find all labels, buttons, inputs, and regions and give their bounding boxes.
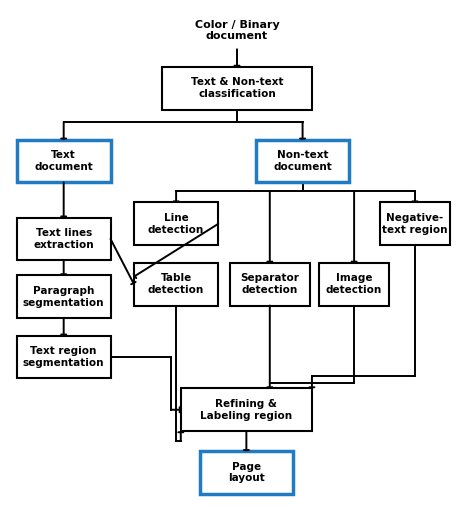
- FancyBboxPatch shape: [200, 451, 293, 494]
- FancyBboxPatch shape: [256, 140, 349, 182]
- FancyBboxPatch shape: [134, 203, 218, 245]
- Text: Paragraph
segmentation: Paragraph segmentation: [23, 286, 104, 307]
- Text: Text region
segmentation: Text region segmentation: [23, 346, 104, 368]
- FancyBboxPatch shape: [17, 275, 110, 318]
- Text: Refining &
Labeling region: Refining & Labeling region: [201, 399, 292, 421]
- Text: Text
document: Text document: [34, 150, 93, 172]
- FancyBboxPatch shape: [17, 217, 110, 260]
- FancyBboxPatch shape: [17, 336, 110, 378]
- FancyBboxPatch shape: [181, 389, 312, 431]
- Text: Separator
detection: Separator detection: [240, 273, 299, 295]
- Text: Image
detection: Image detection: [326, 273, 382, 295]
- FancyBboxPatch shape: [134, 263, 218, 305]
- Text: Text lines
extraction: Text lines extraction: [33, 228, 94, 250]
- Text: Non-text
document: Non-text document: [273, 150, 332, 172]
- FancyBboxPatch shape: [319, 263, 389, 305]
- Text: Table
detection: Table detection: [148, 273, 204, 295]
- Text: Negative-
text region: Negative- text region: [382, 213, 448, 235]
- Text: Line
detection: Line detection: [148, 213, 204, 235]
- FancyBboxPatch shape: [230, 263, 310, 305]
- FancyBboxPatch shape: [17, 140, 110, 182]
- FancyBboxPatch shape: [380, 203, 450, 245]
- Text: Page
layout: Page layout: [228, 462, 265, 484]
- FancyBboxPatch shape: [162, 67, 312, 110]
- Text: Text & Non-text
classification: Text & Non-text classification: [191, 77, 283, 99]
- Text: Color / Binary
document: Color / Binary document: [195, 20, 279, 41]
